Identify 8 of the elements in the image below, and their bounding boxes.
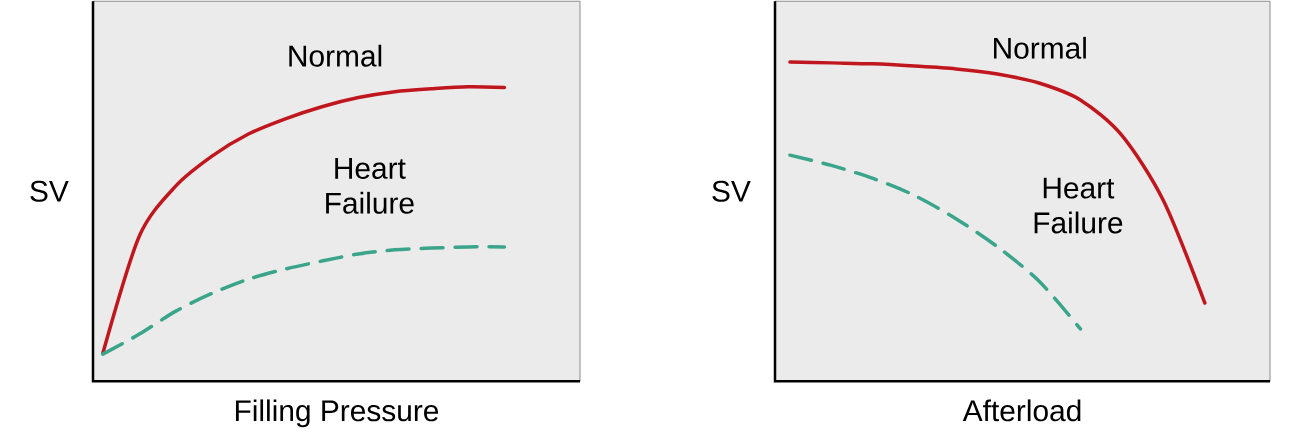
series-label: Normal — [994, 36, 1086, 59]
series-label: Heart Failure — [1034, 177, 1123, 234]
x-axis-title: Filling Pressure — [235, 399, 439, 428]
y-axis-title: SV — [30, 180, 69, 202]
y-axis-title: SV — [712, 180, 751, 202]
series-label: Normal — [289, 44, 382, 67]
series-label: Heart Failure — [326, 157, 414, 214]
x-axis-title: Afterload — [962, 399, 1081, 422]
